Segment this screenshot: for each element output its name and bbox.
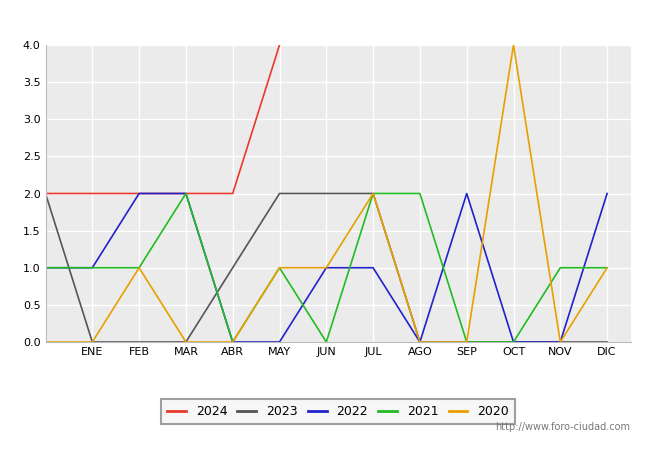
Text: Matriculaciones de Vehiculos en Villamena: Matriculaciones de Vehiculos en Villamen… bbox=[148, 11, 502, 29]
2021 bbox=[42, 265, 49, 270]
2022 bbox=[182, 191, 190, 196]
2022 bbox=[510, 339, 517, 345]
2023 bbox=[510, 339, 517, 345]
2022 bbox=[135, 191, 143, 196]
2021 bbox=[229, 339, 237, 345]
2022 bbox=[229, 339, 237, 345]
2021 bbox=[276, 265, 283, 270]
2023 bbox=[276, 191, 283, 196]
2020 bbox=[556, 339, 564, 345]
Line: 2024: 2024 bbox=[46, 45, 280, 193]
2021 bbox=[322, 339, 330, 345]
2023 bbox=[182, 339, 190, 345]
2023 bbox=[42, 191, 49, 196]
2021 bbox=[603, 265, 611, 270]
Line: 2022: 2022 bbox=[46, 194, 607, 342]
2021 bbox=[556, 265, 564, 270]
2020 bbox=[369, 191, 377, 196]
2023 bbox=[463, 339, 471, 345]
2021 bbox=[463, 339, 471, 345]
2021 bbox=[135, 265, 143, 270]
Line: 2023: 2023 bbox=[46, 194, 607, 342]
2021 bbox=[88, 265, 96, 270]
2024 bbox=[135, 191, 143, 196]
2022 bbox=[42, 265, 49, 270]
2020 bbox=[322, 265, 330, 270]
2020 bbox=[276, 265, 283, 270]
2023 bbox=[369, 191, 377, 196]
2020 bbox=[416, 339, 424, 345]
2022 bbox=[369, 265, 377, 270]
2022 bbox=[322, 265, 330, 270]
2023 bbox=[135, 339, 143, 345]
2023 bbox=[556, 339, 564, 345]
Legend: 2024, 2023, 2022, 2021, 2020: 2024, 2023, 2022, 2021, 2020 bbox=[161, 399, 515, 424]
2020 bbox=[510, 42, 517, 48]
2020 bbox=[182, 339, 190, 345]
2020 bbox=[603, 265, 611, 270]
2021 bbox=[510, 339, 517, 345]
Line: 2021: 2021 bbox=[46, 194, 607, 342]
2021 bbox=[369, 191, 377, 196]
2024 bbox=[276, 42, 283, 48]
2023 bbox=[322, 191, 330, 196]
2022 bbox=[556, 339, 564, 345]
2024 bbox=[88, 191, 96, 196]
Text: http://www.foro-ciudad.com: http://www.foro-ciudad.com bbox=[495, 422, 630, 432]
2020 bbox=[229, 339, 237, 345]
2020 bbox=[88, 339, 96, 345]
Line: 2020: 2020 bbox=[46, 45, 607, 342]
2024 bbox=[229, 191, 237, 196]
2022 bbox=[276, 339, 283, 345]
2024 bbox=[42, 191, 49, 196]
2022 bbox=[416, 339, 424, 345]
2024 bbox=[182, 191, 190, 196]
2021 bbox=[182, 191, 190, 196]
2023 bbox=[416, 339, 424, 345]
2020 bbox=[463, 339, 471, 345]
2023 bbox=[88, 339, 96, 345]
2022 bbox=[463, 191, 471, 196]
2020 bbox=[42, 339, 49, 345]
2021 bbox=[416, 191, 424, 196]
2023 bbox=[229, 265, 237, 270]
2020 bbox=[135, 265, 143, 270]
2023 bbox=[603, 339, 611, 345]
2022 bbox=[603, 191, 611, 196]
2022 bbox=[88, 265, 96, 270]
